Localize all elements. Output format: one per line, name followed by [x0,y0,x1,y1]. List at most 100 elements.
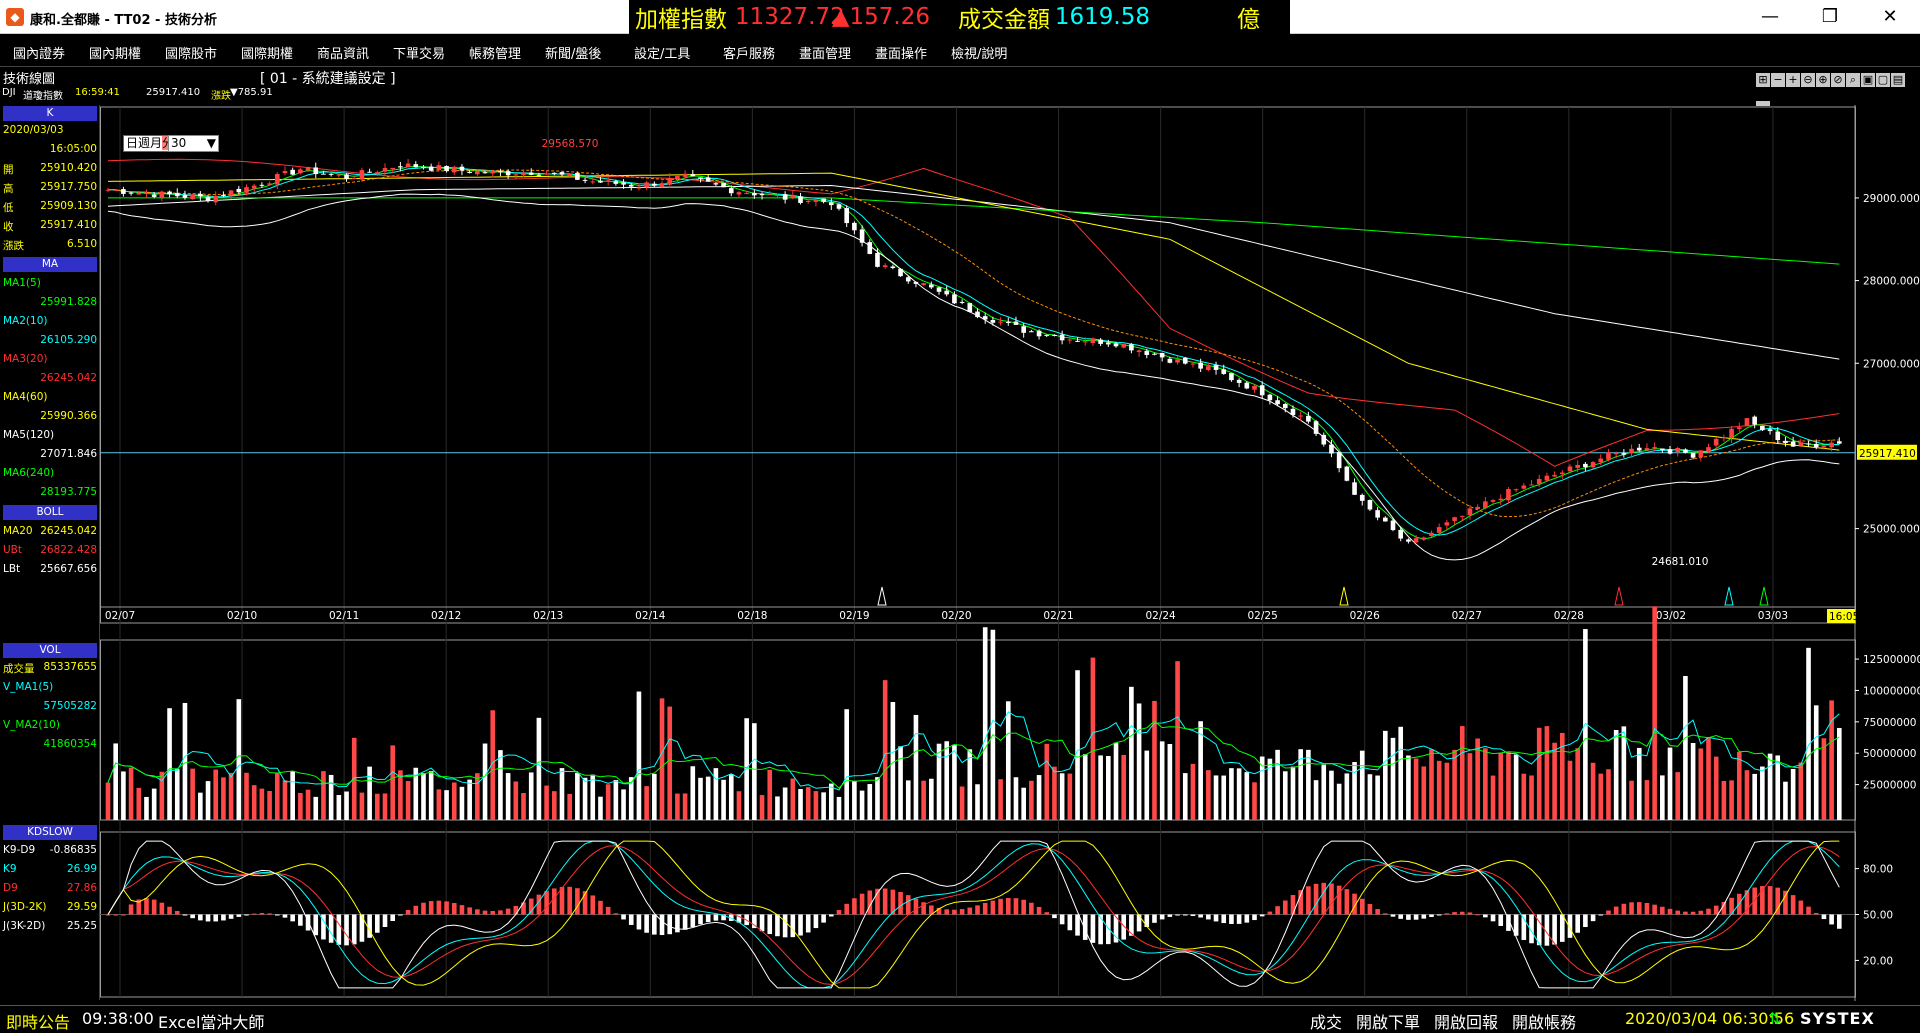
ohlc-1-value: 25917.750 [40,181,97,193]
volume-bar [1052,766,1057,820]
volume-bar [267,790,272,820]
status-button-2[interactable]: 開啟回報 [1434,1013,1499,1032]
volume-bar [990,629,996,820]
menu-item-3[interactable]: 國際期權 [241,47,294,62]
menu-item-11[interactable]: 畫面操作 [875,47,928,62]
menu-item-5[interactable]: 下單交易 [393,47,446,62]
chart-tool-icon-6[interactable]: ⌕ [1846,73,1860,87]
candle-body [836,204,842,209]
status-button-1[interactable]: 開啟下單 [1356,1013,1421,1032]
volume-bar [1513,754,1519,820]
chart-tool-icon-1[interactable]: − [1771,73,1785,87]
volume-bar [1575,748,1580,820]
volume-bar [1252,782,1257,820]
volume-bar [1313,780,1319,820]
volume-bar [344,791,349,820]
kd-diff-bar [605,906,611,915]
kd-diff-bar [1729,897,1734,915]
menu-item-1[interactable]: 國內期權 [89,47,142,62]
volume-bar [698,777,703,820]
chart-tool-icon-4[interactable]: ⊕ [1816,73,1830,87]
volume-bar [505,773,511,820]
chart-tool-icon-0[interactable]: ⊞ [1756,73,1770,87]
candle-body [1706,447,1711,452]
volume-bar [652,773,657,820]
chart-tool-icon-3[interactable]: ⊖ [1801,73,1815,87]
kd-diff-bar [1075,914,1080,936]
candle-body [390,167,396,170]
minutes-dropdown[interactable]: 30 ▼ [168,135,219,152]
volume-bar [413,767,419,820]
volume-bar [844,709,849,820]
status-button-3[interactable]: 開啟帳務 [1512,1013,1577,1032]
kd-diff-bar [1259,914,1265,917]
volume-bar [1583,629,1588,820]
candle-body [675,175,680,179]
menu-item-12[interactable]: 檢視/說明 [951,47,1008,62]
minimize-button[interactable]: — [1761,6,1779,27]
kd-diff-bar [844,903,849,915]
candle-body [228,190,234,196]
chart-tool-icon-9[interactable]: ▤ [1891,73,1905,87]
status-button-0[interactable]: 成交 [1310,1013,1343,1032]
volume-bar [982,627,988,820]
candle-body [659,183,665,187]
volume-bar [936,743,942,820]
period-tab-1[interactable]: 週 [138,136,151,150]
kd-diff-bar [921,902,926,915]
volume-bar [1383,730,1388,820]
candle-body [1836,441,1842,444]
ohlc-2-value: 25909.130 [40,200,97,212]
candle-body [1367,499,1373,510]
candle-body [182,194,188,198]
volume-bar [1490,775,1496,820]
volume-bar [228,772,234,820]
volume-bar [1359,750,1365,820]
candle-body [1298,415,1303,417]
volume-bar [221,777,226,820]
volume-bar [567,793,572,820]
candle-body [521,172,526,176]
announcement-text[interactable]: Excel當沖大師 [158,1013,265,1032]
period-tab-2[interactable]: 月 [150,136,163,150]
date-label-3: 02/12 [431,610,461,622]
maximize-button[interactable]: ❐ [1821,6,1839,27]
announcement-label[interactable]: 即時公告 [6,1013,71,1032]
kd-diff-bar [1744,890,1750,915]
current-price-label: 25917.410 [1859,448,1916,460]
kd-diff-bar [151,899,157,915]
setting-label: [ 01 - 系統建議設定 ] [260,71,396,87]
menu-item-10[interactable]: 畫面管理 [799,47,852,62]
menu-item-4[interactable]: 商品資訊 [317,47,370,62]
kd-diff-bar [1198,914,1203,918]
kd-diff-bar [1475,914,1480,916]
volume-bar [1182,773,1188,820]
period-tab-0[interactable]: 日 [126,136,139,150]
candle-body [144,193,149,195]
kd-diff-bar [559,886,565,915]
close-button[interactable]: ✕ [1882,6,1898,27]
menu-item-0[interactable]: 國內證券 [13,47,66,62]
menu-item-9[interactable]: 客戶服務 [723,47,776,62]
candle-body [1375,510,1380,518]
candle-body [136,192,142,195]
kd-diff-bar [621,914,626,920]
chart-tool-icon-2[interactable]: + [1786,73,1800,87]
chart-area[interactable]: 29000.000 28000.000 27000.000 25000.000 02/0… [100,105,1920,1001]
volume-bar [659,698,665,820]
chart-tool-icon-7[interactable]: ▣ [1861,73,1875,87]
volume-bar [1098,755,1103,820]
menu-item-2[interactable]: 國際股市 [165,47,218,62]
candle-body [1590,462,1596,468]
menu-item-6[interactable]: 帳務管理 [469,47,522,62]
chart-tool-icon-5[interactable]: ⊘ [1831,73,1845,87]
status-bar: 即時公告 09:38:00 Excel當沖大師 2020/03/04 06:30… [0,1005,1920,1032]
candle-body [1036,330,1042,337]
kd-diff-bar [613,913,619,915]
menu-item-8[interactable]: 設定/工具 [634,47,691,62]
menu-item-7[interactable]: 新聞/盤後 [545,47,602,62]
candle-body [213,195,219,203]
kd-diff-bar [351,914,357,945]
candle-body [698,177,703,179]
chart-tool-icon-8[interactable]: ▢ [1876,73,1890,87]
